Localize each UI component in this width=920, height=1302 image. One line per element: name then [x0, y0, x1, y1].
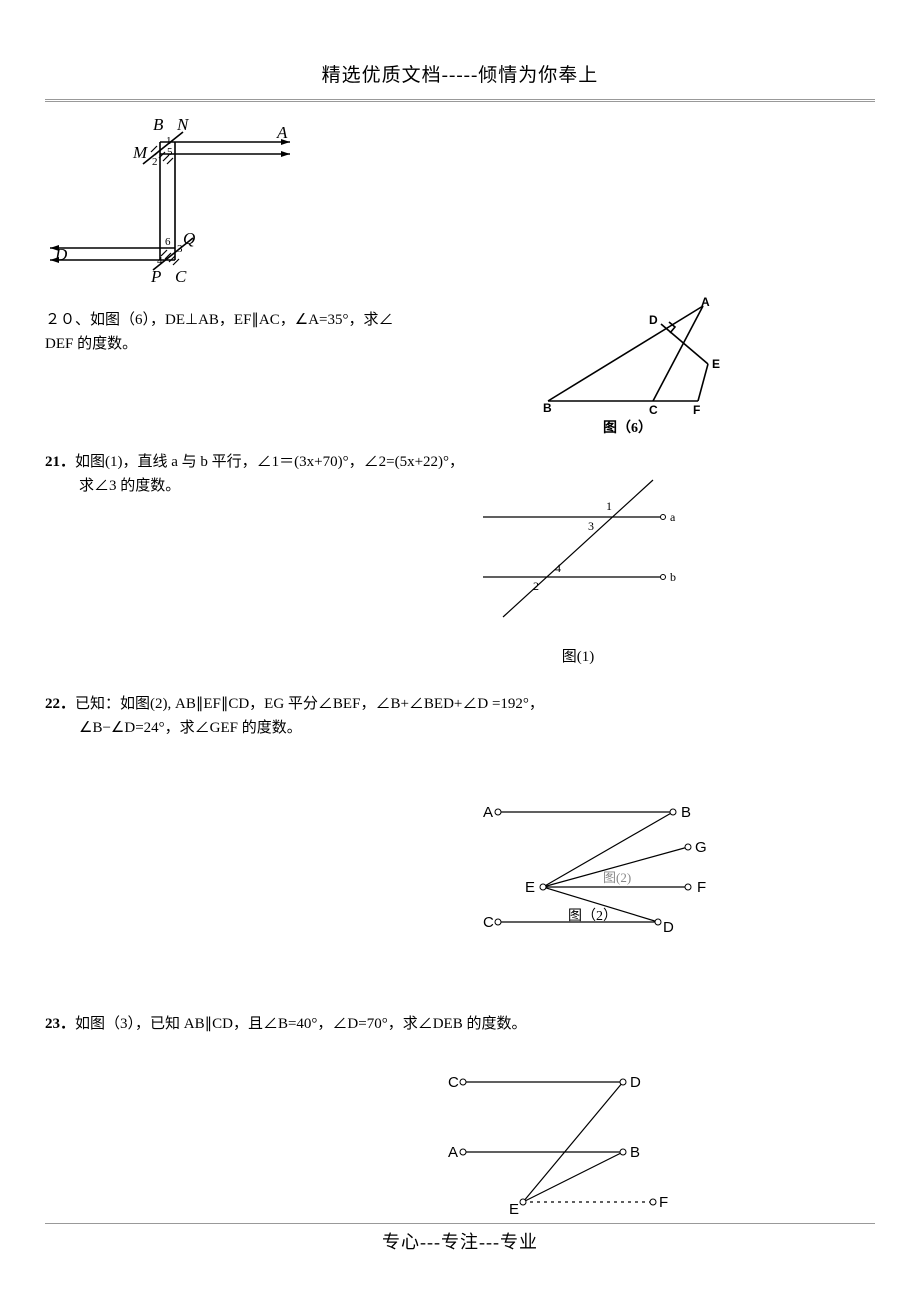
page-footer: 专心---专注---专业 [0, 1228, 920, 1254]
fig19-label-N: N [176, 115, 190, 134]
figure-2-svg: A B G E F C D 图(2) 图（2） [463, 792, 723, 962]
problem-22-num: 22． [45, 696, 75, 712]
fig19-label-B: B [153, 115, 164, 134]
problem-23-text: 23．如图（3），已知 AB∥CD，且∠B=40°，∠D=70°，求∠DEB 的… [45, 1012, 745, 1036]
figure-3-svg: C D A B E F [423, 1062, 683, 1222]
fig19-label-Q: Q [183, 229, 195, 248]
fig6-E: E [712, 357, 720, 371]
fig3-C: C [448, 1074, 459, 1091]
fig3-F: F [659, 1194, 668, 1211]
fig2-G: G [695, 839, 707, 856]
fig3-D: D [630, 1074, 641, 1091]
fig19-a2: 2 [152, 156, 158, 168]
fig1-a3: 3 [588, 519, 594, 533]
problem-20-t1: 如图（6），DE⊥AB，EF∥AC，∠A=35°，求∠ [90, 312, 393, 328]
fig2-caption: 图（2） [568, 908, 617, 924]
fig2-midlbl: 图(2) [603, 870, 631, 885]
fig19-a5: 5 [167, 146, 173, 158]
fig1-a1: 1 [606, 499, 612, 513]
problem-21-t2: 求∠3 的度数。 [79, 478, 180, 494]
problem-21-t1: 如图(1)，直线 a 与 b 平行，∠1＝(3x+70)°，∠2=(5x+22)… [75, 454, 464, 470]
fig1-a2: 2 [533, 579, 539, 593]
fig6-F: F [693, 403, 700, 417]
fig19-label-P: P [150, 267, 161, 286]
problem-23-t1: 如图（3），已知 AB∥CD，且∠B=40°，∠D=70°，求∠DEB 的度数。 [75, 1016, 526, 1032]
fig2-F: F [697, 879, 706, 896]
figure-1: 1 3 4 2 a b 图(1) [463, 472, 693, 642]
fig6-B: B [543, 401, 552, 415]
problem-20-text: ２０、如图（6），DE⊥AB，EF∥AC，∠A=35°，求∠ DEF 的度数。 [45, 308, 545, 356]
figure-6: A B C D E F 图（6） [533, 294, 733, 444]
fig3-E: E [509, 1201, 519, 1218]
problem-21-num: 21． [45, 454, 75, 470]
fig1-lb: b [670, 570, 676, 584]
page: 精选优质文档-----倾情为你奉上 [0, 0, 920, 1302]
figure-3: C D A B E F [423, 1062, 683, 1222]
footer-rule [45, 1223, 875, 1224]
fig1-caption: 图(1) [463, 645, 693, 666]
fig1-la: a [670, 510, 676, 524]
fig2-B: B [681, 804, 691, 821]
fig2-D: D [663, 919, 674, 936]
fig19-label-M: M [132, 143, 148, 162]
fig2-E: E [525, 879, 535, 896]
page-header: 精选优质文档-----倾情为你奉上 [45, 60, 875, 91]
fig2-A: A [483, 804, 493, 821]
figure-6-svg: A B C D E F 图（6） [533, 294, 733, 444]
fig6-D: D [649, 313, 658, 327]
problem-22-text: 22．已知：如图(2), AB∥EF∥CD，EG 平分∠BEF，∠B+∠BED+… [45, 692, 745, 740]
fig19-a6: 6 [165, 236, 171, 248]
header-rule [45, 99, 875, 102]
fig6-C: C [649, 403, 658, 417]
problem-22-t2: ∠B−∠D=24°，求∠GEF 的度数。 [79, 720, 302, 736]
fig6-A: A [701, 295, 710, 309]
fig19-label-C: C [175, 267, 187, 286]
fig19-label-A: A [276, 123, 288, 142]
fig3-B: B [630, 1144, 640, 1161]
figure-19: B N A M D Q P C 1 2 5 6 3 4 [25, 112, 305, 292]
fig3-A: A [448, 1144, 458, 1161]
figure-1-svg: 1 3 4 2 a b [463, 472, 693, 642]
problem-22-t1: 已知：如图(2), AB∥EF∥CD，EG 平分∠BEF，∠B+∠BED+∠D … [75, 696, 544, 712]
figure-2: A B G E F C D 图(2) 图（2） [463, 792, 723, 962]
fig6-caption: 图（6） [603, 420, 652, 436]
fig2-C: C [483, 914, 494, 931]
problem-20-num: ２０、 [45, 312, 90, 328]
figure-19-svg: B N A M D Q P C 1 2 5 6 3 4 [25, 112, 305, 292]
fig1-a4: 4 [555, 561, 561, 575]
problem-20-line1: ２０、如图（6），DE⊥AB，EF∥AC，∠A=35°，求∠ [45, 312, 394, 328]
content-area: B N A M D Q P C 1 2 5 6 3 4 [45, 112, 875, 1232]
fig19-label-D: D [54, 245, 68, 264]
problem-20-t2: DEF 的度数。 [45, 336, 137, 352]
problem-23-num: 23． [45, 1016, 75, 1032]
fig19-a4: 4 [157, 255, 163, 267]
fig19-a3: 3 [177, 243, 183, 255]
